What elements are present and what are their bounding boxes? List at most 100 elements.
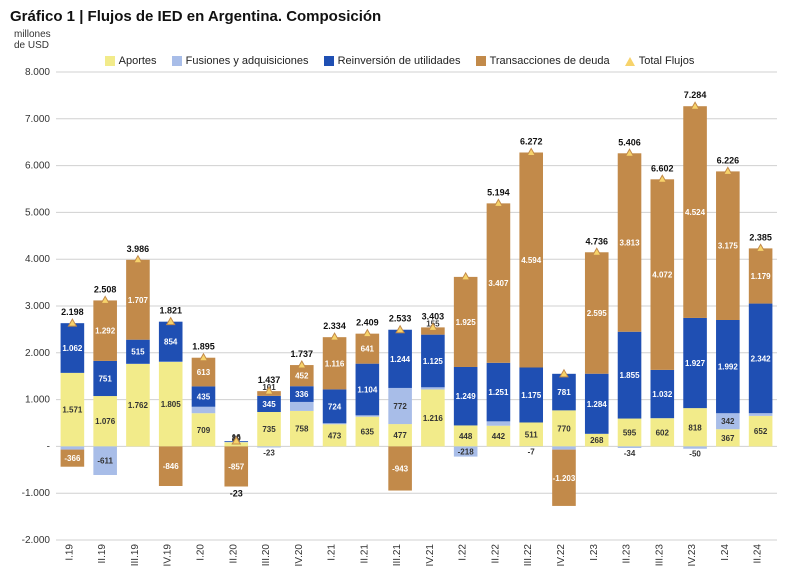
bar-value-label: 613 — [197, 368, 211, 377]
total-label: 2.385 — [749, 232, 772, 242]
x-tick-label: II.19 — [97, 544, 108, 564]
bar-value-label: 781 — [557, 388, 571, 397]
x-tick-label: I.24 — [720, 544, 731, 561]
y-axis-label: millones de USD — [14, 29, 777, 51]
bar-value-label: 854 — [164, 338, 178, 347]
bar-value-label: 1.927 — [685, 359, 706, 368]
total-marker — [527, 148, 535, 155]
bar-value-label: 772 — [393, 402, 407, 411]
svg-text:6.000: 6.000 — [25, 161, 50, 172]
svg-text:4.000: 4.000 — [25, 254, 50, 265]
total-marker — [363, 330, 371, 337]
bar-segment — [257, 446, 281, 447]
bar-value-label: 751 — [98, 374, 112, 383]
bar-segment — [61, 446, 85, 449]
bar-value-label: 4.072 — [652, 271, 673, 280]
total-marker — [560, 370, 568, 377]
total-marker — [691, 102, 699, 109]
total-marker — [494, 199, 502, 206]
bar-value-label: -7 — [528, 448, 536, 457]
bar-value-label: 1.244 — [390, 355, 411, 364]
total-label: 2.334 — [323, 321, 346, 331]
total-label: 7.284 — [684, 90, 707, 100]
bar-value-label: 1.032 — [652, 390, 673, 399]
bar-value-label: 2.342 — [751, 354, 772, 363]
total-marker — [593, 248, 601, 255]
plot-area: -2.000-1.000-1.0002.0003.0004.0005.0006.… — [56, 72, 777, 540]
total-marker — [658, 175, 666, 182]
bar-value-label: 635 — [361, 428, 375, 437]
total-label: 5.406 — [618, 137, 641, 147]
total-label: 1.895 — [192, 342, 215, 352]
total-label: 1.437 — [258, 375, 281, 385]
bar-value-label: 595 — [623, 428, 637, 437]
x-tick-label: I.20 — [195, 544, 206, 561]
total-label: 6.272 — [520, 136, 543, 146]
bar-value-label: 1.805 — [161, 400, 182, 409]
bar-segment — [552, 446, 576, 449]
total-marker — [298, 361, 306, 368]
bar-value-label: 652 — [754, 427, 768, 436]
legend-marker-total — [625, 57, 635, 66]
legend-swatch-reinversion — [324, 56, 334, 66]
x-tick-label: II.20 — [228, 544, 239, 564]
legend-label-deuda: Transacciones de deuda — [490, 55, 610, 67]
total-marker — [68, 319, 76, 326]
bar-value-label: 1.116 — [325, 359, 345, 368]
total-marker — [199, 354, 207, 361]
bar-value-label: 641 — [361, 345, 375, 354]
svg-text:1.000: 1.000 — [25, 395, 50, 406]
bar-value-label: 268 — [590, 436, 604, 445]
bar-value-label: 3.175 — [718, 242, 739, 251]
x-tick-label: II.21 — [359, 544, 370, 564]
x-tick-label: I.19 — [64, 544, 75, 561]
total-marker — [626, 149, 634, 156]
bar-value-label: -857 — [228, 462, 245, 471]
x-tick-label: II.23 — [622, 544, 633, 564]
legend-label-total: Total Flujos — [639, 55, 695, 67]
x-tick-label: III.22 — [523, 544, 534, 567]
total-label: 6.602 — [651, 163, 674, 173]
total-label: 2.533 — [389, 314, 412, 324]
bar-segment — [618, 446, 642, 448]
bar-value-label: 435 — [197, 393, 211, 402]
bar-value-label: 3.407 — [488, 279, 509, 288]
bar-value-label: 1.251 — [488, 388, 509, 397]
x-tick-label: III.23 — [654, 544, 665, 567]
total-marker — [724, 167, 732, 174]
svg-text:-1.000: -1.000 — [22, 488, 51, 499]
x-tick-label: IV.20 — [294, 544, 305, 567]
bar-value-label: 1.104 — [357, 385, 378, 394]
total-label: -23 — [230, 489, 243, 499]
bar-value-label: 336 — [295, 390, 309, 399]
svg-text:3.000: 3.000 — [25, 301, 50, 312]
total-label: 6.226 — [717, 155, 740, 165]
bar-value-label: -34 — [624, 449, 636, 458]
bar-value-label: 1.925 — [456, 318, 477, 327]
total-label: 4.736 — [585, 236, 608, 246]
x-tick-label: III.21 — [392, 544, 403, 567]
total-marker — [101, 296, 109, 303]
bar-value-label: -1.203 — [553, 474, 576, 483]
bar-value-label: -611 — [97, 457, 113, 466]
legend-label-reinversion: Reinversión de utilidades — [338, 55, 461, 67]
total-label: 2.508 — [94, 284, 117, 294]
legend: Aportes Fusiones y adquisiciones Reinver… — [10, 55, 777, 67]
legend-swatch-aportes — [105, 56, 115, 66]
bar-value-label: 3.813 — [620, 239, 641, 248]
bar-value-label: 448 — [459, 432, 473, 441]
bar-value-label: 1.284 — [587, 400, 608, 409]
bar-value-label: 2.595 — [587, 309, 608, 318]
bar-value-label: 1.855 — [620, 371, 641, 380]
bar-value-label: 511 — [525, 430, 538, 439]
total-label: 1.737 — [291, 349, 314, 359]
bar-value-label: 818 — [688, 423, 702, 432]
bar-value-label: 4.594 — [521, 256, 542, 265]
svg-text:7.000: 7.000 — [25, 114, 50, 125]
x-tick-label: IV.22 — [556, 544, 567, 567]
x-tick-label: II.24 — [753, 544, 764, 564]
legend-label-aportes: Aportes — [119, 55, 157, 67]
bar-value-label: -943 — [392, 464, 409, 473]
bar-value-label: 1.179 — [751, 272, 772, 281]
legend-swatch-deuda — [476, 56, 486, 66]
